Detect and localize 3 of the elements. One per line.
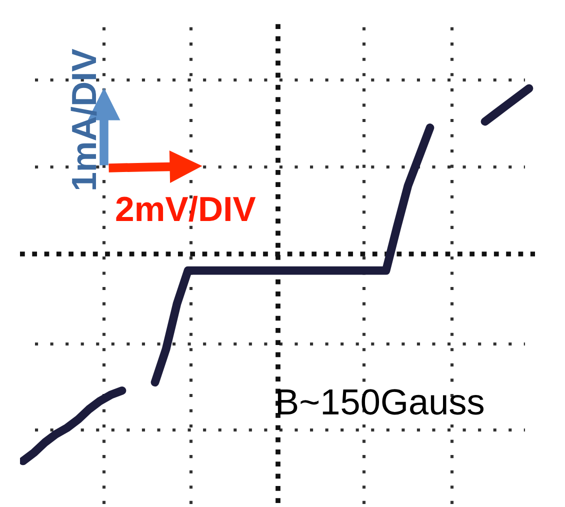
annotation: B~150Gauss — [278, 389, 484, 415]
annotation: 1mA/DIV — [70, 48, 97, 190]
annotation: 2mV/DIV — [116, 196, 256, 222]
